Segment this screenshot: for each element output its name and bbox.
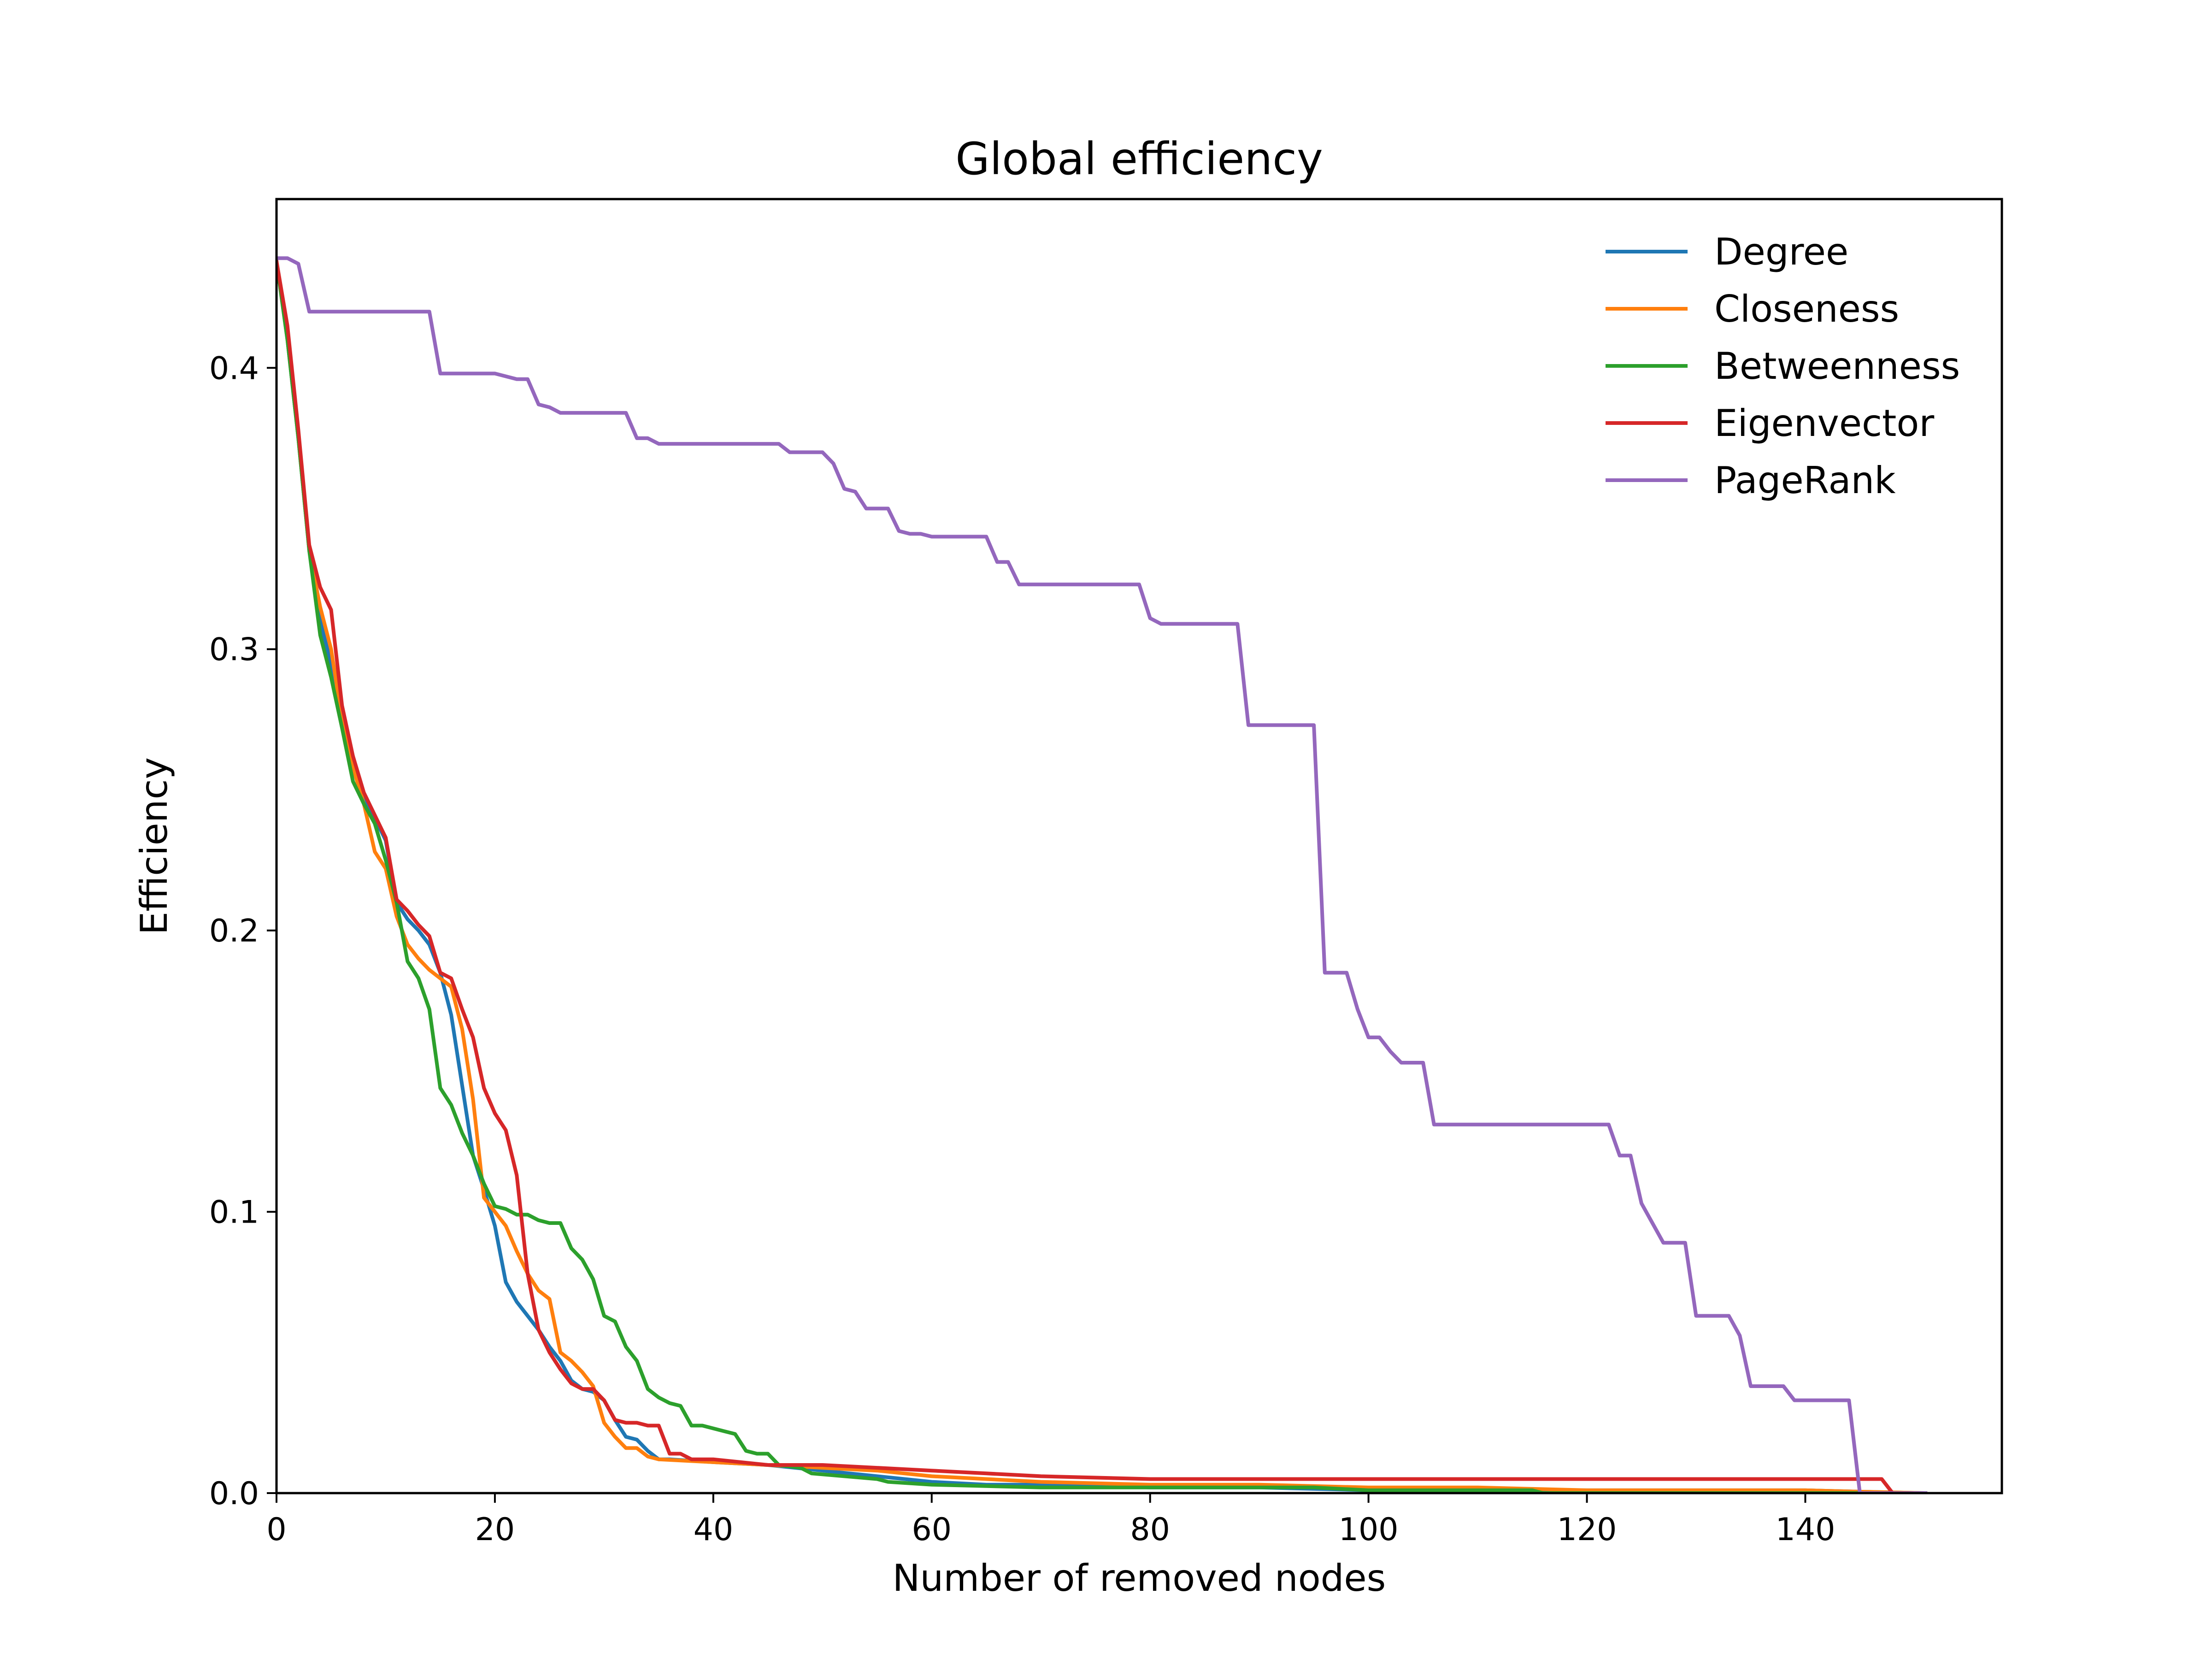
chart-title: Global efficiency	[955, 133, 1323, 185]
x-axis: 0 20 40 60 80 100 120 140	[266, 1493, 1835, 1548]
plot-area	[276, 256, 1928, 1493]
x-tick-label: 20	[475, 1512, 515, 1548]
x-tick-label: 0	[266, 1512, 286, 1548]
legend-label-betweenness: Betweenness	[1714, 345, 1960, 388]
legend-label-eigenvector: Eigenvector	[1714, 402, 1934, 445]
x-tick-label: 40	[694, 1512, 734, 1548]
series-layer	[276, 256, 1928, 1493]
series-line-betweenness	[276, 259, 1862, 1493]
plot-frame	[275, 198, 2003, 1494]
y-axis: 0.0 0.1 0.2 0.3 0.4	[209, 350, 276, 1512]
x-tick-label: 120	[1557, 1512, 1617, 1548]
y-tick-label: 0.3	[209, 632, 259, 668]
x-tick-label: 100	[1339, 1512, 1399, 1548]
x-axis-label: Number of removed nodes	[893, 1557, 1386, 1600]
y-tick-label: 0.2	[209, 913, 259, 949]
y-tick-label: 0.4	[209, 350, 259, 387]
x-tick-label: 80	[1130, 1512, 1170, 1548]
legend-label-pagerank: PageRank	[1714, 459, 1896, 502]
series-line-closeness	[276, 259, 1928, 1493]
legend-label-degree: Degree	[1714, 230, 1848, 273]
series-line-pagerank	[276, 256, 1928, 1493]
series-line-eigenvector	[276, 259, 1895, 1493]
x-tick-label: 140	[1776, 1512, 1835, 1548]
legend-label-closeness: Closeness	[1714, 288, 1899, 330]
y-tick-label: 0.1	[209, 1194, 259, 1231]
y-axis-label: Efficiency	[133, 757, 176, 935]
x-tick-label: 60	[912, 1512, 952, 1548]
y-tick-label: 0.0	[209, 1476, 259, 1512]
legend: Degree Closeness Betweenness Eigenvector Pag…	[1606, 230, 1960, 502]
